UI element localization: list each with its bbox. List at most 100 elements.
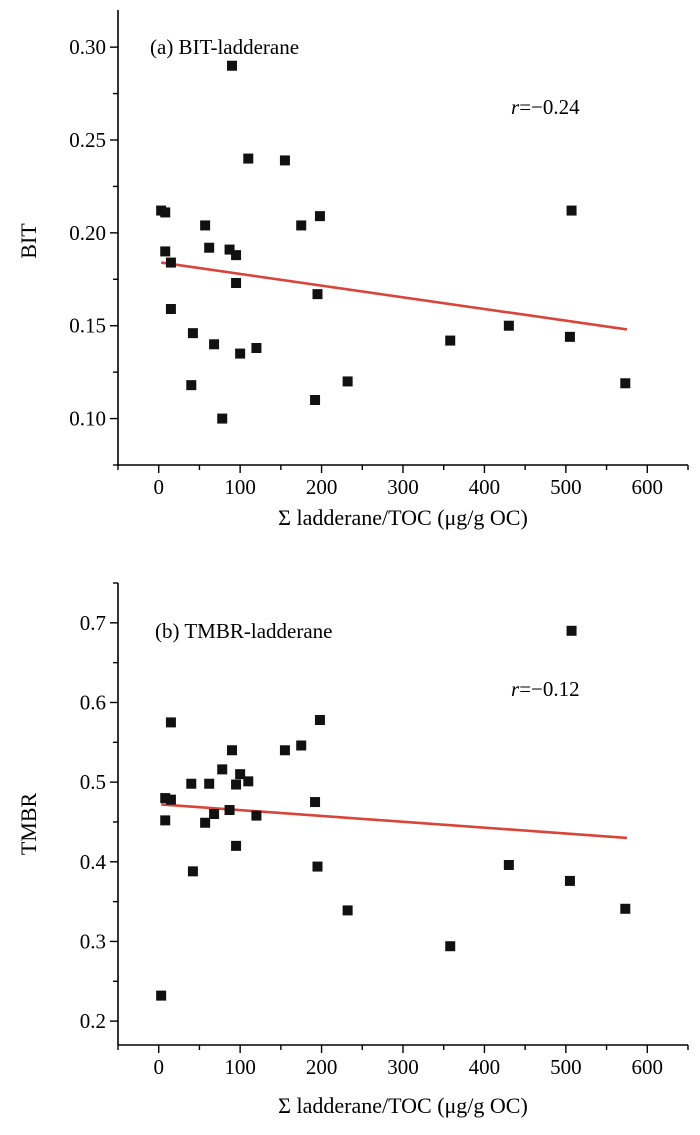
tmbr-ticks: 0 100 200 300 400 500 600 0.2 0.3 0.4 0.5 0.6 0.7 <box>80 582 689 1079</box>
bit-data-point <box>251 343 262 353</box>
tmbr-data-point <box>204 778 215 789</box>
bit-x-tick-label: 0 <box>153 475 164 499</box>
bit-y-axis-title: BIT <box>16 223 41 259</box>
tmbr-data-point <box>160 793 171 804</box>
bit-axes <box>117 10 688 466</box>
bit-data-point <box>231 250 242 261</box>
tmbr-x-tick-label: 0 <box>153 1055 164 1079</box>
tmbr-y-axis-title: TMBR <box>16 793 41 856</box>
bit-r-value: =−0.24 <box>519 95 580 119</box>
tmbr-data-point <box>312 861 323 872</box>
bit-data-point <box>296 220 307 231</box>
bit-x-tick-label: 300 <box>387 475 419 499</box>
tmbr-y-tick-label: 0.5 <box>80 770 106 794</box>
tmbr-ladderane-panel: 0 100 200 300 400 500 600 0.2 0.3 0.4 0.5 0.6 0.7 (b… <box>16 582 689 1118</box>
bit-data-point <box>310 395 321 405</box>
tmbr-data-point <box>503 859 514 870</box>
bit-data-point <box>204 242 215 253</box>
tmbr-trendline-group <box>161 803 628 840</box>
tmbr-y-tick-label: 0.7 <box>80 611 106 635</box>
tmbr-data-point <box>279 745 290 756</box>
tmbr-data-point <box>231 779 242 790</box>
bit-data-point <box>235 348 246 359</box>
tmbr-panel-title: (b) TMBR-ladderane <box>155 619 332 643</box>
bit-y-tick-label: 0.25 <box>69 128 106 152</box>
bit-y-tick-label: 0.15 <box>69 314 106 338</box>
tmbr-x-tick-label: 100 <box>224 1055 256 1079</box>
bit-data-point <box>187 328 198 339</box>
bit-data-point <box>160 246 171 257</box>
tmbr-r-annotation: r=−0.12 <box>511 677 580 701</box>
tmbr-data-point <box>243 776 254 787</box>
tmbr-trendline <box>161 803 628 840</box>
bit-panel-title: (a) BIT-ladderane <box>150 35 299 59</box>
bit-x-tick-label: 400 <box>469 475 501 499</box>
tmbr-data-point <box>231 840 242 851</box>
tmbr-data-point <box>566 625 577 636</box>
tmbr-x-tick-label: 600 <box>632 1055 664 1079</box>
tmbr-data-point <box>564 875 575 886</box>
bit-r-annotation: r=−0.24 <box>511 95 580 119</box>
tmbr-r-symbol: r <box>511 677 520 701</box>
tmbr-data-point <box>310 797 321 808</box>
bit-data-point <box>566 205 577 216</box>
tmbr-data-point <box>200 817 211 828</box>
bit-data-point <box>224 244 235 255</box>
tmbr-y-tick-label: 0.3 <box>80 929 106 953</box>
bit-data-point <box>200 220 211 231</box>
tmbr-data-point <box>224 805 235 816</box>
bit-x-tick-label: 200 <box>306 475 338 499</box>
tmbr-x-tick-label: 300 <box>387 1055 419 1079</box>
bit-data-point <box>564 331 575 342</box>
tmbr-x-tick-label: 500 <box>550 1055 582 1079</box>
bit-trendline <box>160 261 628 331</box>
tmbr-y-tick-label: 0.2 <box>80 1009 106 1033</box>
tmbr-data-point <box>235 769 246 780</box>
tmbr-y-tick-label: 0.4 <box>80 850 107 874</box>
bit-data-point <box>217 413 228 424</box>
tmbr-y-tick-label: 0.6 <box>80 690 106 714</box>
tmbr-data-point <box>445 941 456 952</box>
bit-x-tick-label: 500 <box>550 475 582 499</box>
bit-data-point <box>160 207 171 218</box>
tmbr-data-point <box>165 794 176 805</box>
tmbr-data-point <box>165 717 176 728</box>
tmbr-axes <box>117 583 688 1046</box>
tmbr-data-point <box>314 715 325 726</box>
bit-data-point <box>312 289 323 300</box>
tmbr-x-tick-label: 400 <box>469 1055 501 1079</box>
tmbr-data-point <box>209 809 220 819</box>
bit-data-point <box>165 257 176 268</box>
tmbr-data-point <box>160 815 171 826</box>
bit-y-tick-label: 0.20 <box>69 221 106 245</box>
bit-r-symbol: r <box>511 95 520 119</box>
tmbr-x-tick-label: 200 <box>306 1055 338 1079</box>
bit-x-tick-label: 600 <box>632 475 664 499</box>
tmbr-points-group <box>156 625 631 1001</box>
tmbr-r-value: =−0.12 <box>519 677 579 701</box>
bit-ticks: 0 100 200 300 400 500 600 0.10 0.15 0.20 0.25 0.30 <box>69 35 689 499</box>
tmbr-data-point <box>156 990 167 1001</box>
tmbr-x-axis-title: Σ ladderane/TOC (μg/g OC) <box>278 1093 528 1118</box>
bit-data-point <box>503 320 514 331</box>
bit-x-axis-title: Σ ladderane/TOC (μg/g OC) <box>278 505 528 530</box>
tmbr-data-point <box>342 905 353 916</box>
bit-data-point <box>186 380 197 391</box>
tmbr-data-point <box>251 810 262 821</box>
bit-x-tick-label: 100 <box>224 475 256 499</box>
bit-data-point <box>620 378 631 389</box>
bit-ladderane-panel: 0 100 200 300 400 500 6000.100.150.200.250.30 … <box>16 10 689 530</box>
tmbr-data-point <box>227 745 237 756</box>
bit-data-point <box>227 60 237 71</box>
bit-data-point <box>165 304 176 314</box>
bit-trendline-group <box>160 261 628 331</box>
bit-data-point <box>209 339 220 350</box>
bit-y-tick-label: 0.10 <box>69 407 106 431</box>
bit-data-point <box>279 155 290 166</box>
bit-data-point <box>342 376 353 387</box>
bit-data-point <box>243 153 254 164</box>
tmbr-data-point <box>620 903 631 914</box>
bit-points-group <box>156 60 631 424</box>
bit-data-point <box>314 211 325 222</box>
